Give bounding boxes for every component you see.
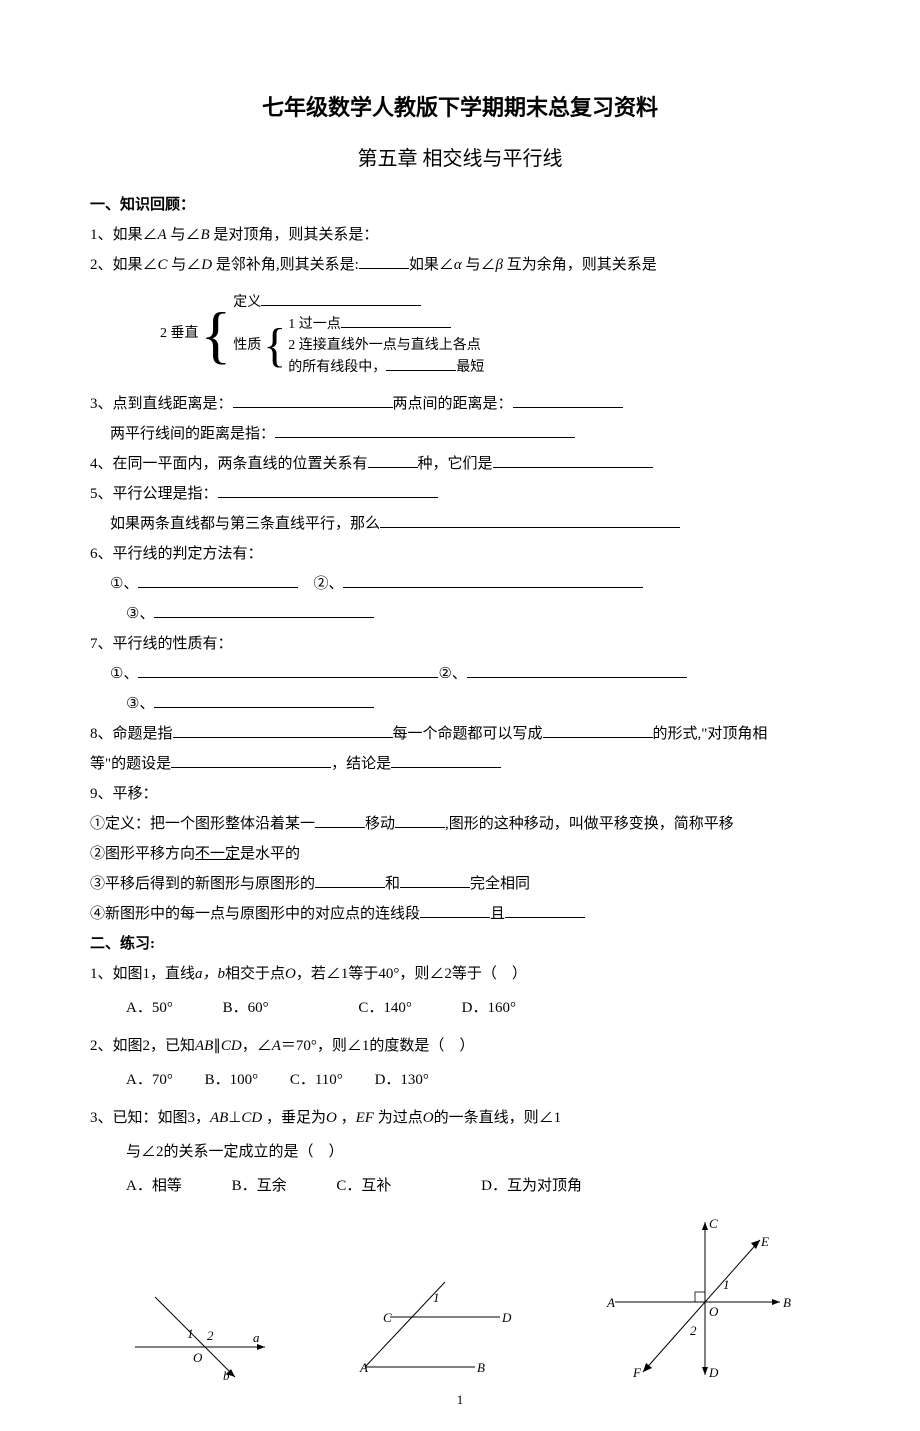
- doc-title: 七年级数学人教版下学期期末总复习资料: [90, 90, 830, 125]
- choice-d: D．160°: [462, 996, 516, 1020]
- review-q5b: 如果两条直线都与第三条直线平行，那么: [110, 512, 830, 536]
- practice-q2: 2、如图2，已知AB∥CD，∠A＝70°，则∠1的度数是（ ）: [90, 1034, 830, 1058]
- left-brace-icon: {: [201, 306, 232, 364]
- review-q8: 8、命题是指每一个命题都可以写成的形式,"对顶角相: [90, 722, 830, 746]
- choice-d: D．130°: [375, 1068, 429, 1092]
- review-q3: 3、点到直线距离是：两点间的距离是：: [90, 392, 830, 416]
- fig1-label-2: 2: [207, 1328, 214, 1343]
- choice-c: C．互补: [336, 1174, 391, 1198]
- review-q3b: 两平行线间的距离是指：: [110, 422, 830, 446]
- review-q5: 5、平行公理是指：: [90, 482, 830, 506]
- review-q6: 6、平行线的判定方法有：: [90, 542, 830, 566]
- choice-a: A．70°: [126, 1068, 173, 1092]
- review-q7: 7、平行线的性质有：: [90, 632, 830, 656]
- choice-a: A．相等: [126, 1174, 182, 1198]
- fig3-label-O: O: [709, 1304, 719, 1319]
- choice-b: B．互余: [232, 1174, 287, 1198]
- fig3-label-A: A: [606, 1295, 615, 1310]
- figures-row: 1 2 O a b 1 A B C D 1 2 A B C D E F O: [90, 1212, 830, 1382]
- figure-1: 1 2 O a b: [125, 1282, 275, 1382]
- fig3-label-F: F: [632, 1365, 642, 1380]
- practice-q2-choices: A．70° B．100° C．110° D．130°: [126, 1068, 830, 1092]
- review-q7-items: ①、②、: [90, 662, 830, 686]
- section-2-heading: 二、练习:: [90, 932, 830, 956]
- fig3-label-D: D: [708, 1365, 719, 1380]
- fig2-label-C: C: [383, 1310, 392, 1325]
- choice-b: B．60°: [223, 996, 269, 1020]
- fig3-label-E: E: [760, 1234, 769, 1249]
- practice-q3: 3、已知：如图3，AB⊥CD ，垂足为O ，EF 为过点O的一条直线，则∠1: [90, 1106, 830, 1130]
- choice-c: C．140°: [358, 996, 412, 1020]
- brace-label: 2 垂直: [160, 323, 199, 345]
- review-q8b: 等"的题设是，结论是: [90, 752, 830, 776]
- fig3-label-1: 1: [723, 1277, 730, 1292]
- section-1-heading: 一、知识回顾：: [90, 193, 830, 217]
- choice-a: A．50°: [126, 996, 173, 1020]
- page-number: 1: [90, 1390, 830, 1411]
- practice-q3-line2: 与∠2的关系一定成立的是（ ）: [126, 1140, 830, 1164]
- fig3-label-B: B: [783, 1295, 791, 1310]
- fig3-label-2: 2: [690, 1323, 697, 1338]
- review-q6-items: ①、 ②、: [90, 572, 830, 596]
- choice-d: D．互为对顶角: [481, 1174, 582, 1198]
- fig2-label-1: 1: [433, 1290, 440, 1305]
- doc-subtitle: 第五章 相交线与平行线: [90, 143, 830, 175]
- fig2-label-A: A: [359, 1360, 368, 1375]
- review-q4: 4、在同一平面内，两条直线的位置关系有种，它们是: [90, 452, 830, 476]
- figure-2: 1 A B C D: [345, 1272, 525, 1382]
- fig3-label-C: C: [709, 1216, 718, 1231]
- review-q2: 2、如果∠C 与∠D 是邻补角,则其关系是:如果∠α 与∠β 互为余角，则其关系…: [90, 253, 830, 277]
- figure-3: 1 2 A B C D E F O: [595, 1212, 795, 1382]
- fig1-label-1: 1: [187, 1326, 194, 1341]
- review-q6-item3: ③、: [126, 602, 830, 626]
- practice-q1-choices: A．50° B．60° C．140° D．160°: [126, 996, 830, 1020]
- choice-c: C．110°: [290, 1068, 343, 1092]
- review-q7-item3: ③、: [126, 692, 830, 716]
- review-q9-4: ④新图形中的每一点与原图形中的对应点的连线段且: [90, 902, 830, 926]
- choice-b: B．100°: [205, 1068, 259, 1092]
- perpendicular-definition-block: 2 垂直 { 定义 性质 { 1 过一点 2 连接直线外一点与直线上各点 的所有…: [160, 291, 830, 378]
- practice-q3-choices: A．相等 B．互余 C．互补 D．互为对顶角: [126, 1174, 830, 1198]
- review-q9-2: ②图形平移方向不一定是水平的: [90, 842, 830, 866]
- review-q1: 1、如果∠A 与∠B 是对顶角，则其关系是：: [90, 223, 830, 247]
- practice-q1: 1、如图1，直线a，b相交于点O，若∠1等于40°，则∠2等于（ ）: [90, 962, 830, 986]
- left-brace-icon: {: [263, 324, 286, 367]
- fig1-label-O: O: [193, 1350, 203, 1365]
- review-q9-1: ①定义：把一个图形整体沿着某一移动,图形的这种移动，叫做平移变换，简称平移: [90, 812, 830, 836]
- review-q9-3: ③平移后得到的新图形与原图形的和完全相同: [90, 872, 830, 896]
- fig2-label-D: D: [501, 1310, 512, 1325]
- fig2-label-B: B: [477, 1360, 485, 1375]
- fig1-label-b: b: [223, 1368, 230, 1382]
- fig1-label-a: a: [253, 1330, 260, 1345]
- review-q9: 9、平移：: [90, 782, 830, 806]
